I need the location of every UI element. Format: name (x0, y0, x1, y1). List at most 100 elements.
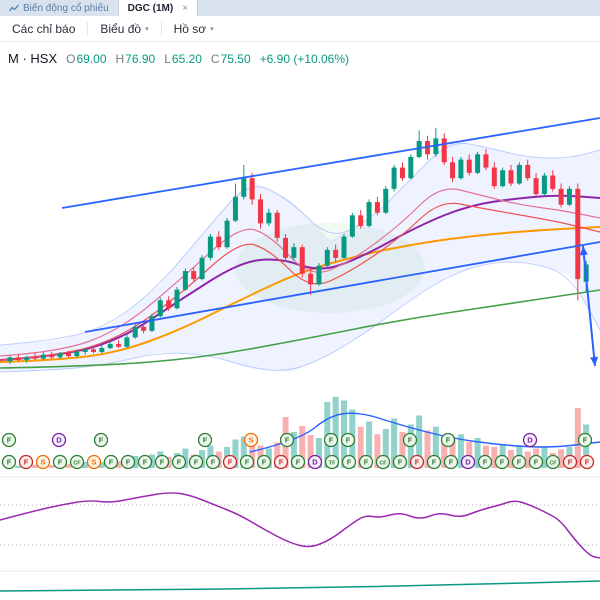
signal-badge-label: F (583, 436, 588, 445)
profile-menu-button[interactable]: Hồ sơ ▾ (162, 16, 226, 41)
volume-bar (357, 426, 364, 468)
signal-badge-label: F (364, 458, 369, 467)
signal-badge-label: S (248, 436, 253, 445)
candle-body (91, 349, 96, 353)
candle-body (299, 247, 305, 274)
candle-body (32, 357, 38, 359)
candle-body (491, 167, 497, 187)
signal-badge-label: F (329, 436, 334, 445)
volume-bar (374, 434, 381, 468)
volume-bar (15, 465, 22, 468)
signal-badge-label: F (228, 458, 233, 467)
spark-icon (9, 4, 19, 11)
volume-bar (474, 438, 481, 468)
volume-bar (307, 435, 314, 468)
signal-badge (440, 432, 456, 448)
candle-body (441, 138, 447, 163)
signal-badge (409, 454, 425, 470)
signal-badge (243, 432, 259, 448)
tab-bar: Biến động cổ phiếu DGC (1M) × (0, 0, 600, 16)
symbol-info-bar: M · HSX O69.00 H76.90 L65.20 C75.50 +6.9… (0, 42, 600, 75)
candle-body (24, 357, 30, 360)
volume-bar (441, 436, 448, 468)
signal-badge (197, 432, 213, 448)
chevron-down-icon: ▾ (145, 25, 149, 33)
candle-body (541, 175, 547, 195)
ma-green-line (0, 289, 600, 369)
chart-canvas[interactable]: F D F F S F F F F F D F F F S F CF S F F F F F F F F F F F F D TF F F CF F F… (0, 75, 600, 600)
candle-body (182, 271, 188, 290)
signal-badge-label: F (203, 436, 208, 445)
signal-badge (188, 454, 204, 470)
signal-badge-label: F (285, 436, 290, 445)
tab-dgc-chart[interactable]: DGC (1M) × (117, 0, 199, 16)
volume-bar (558, 449, 565, 468)
signal-badge-label: F (517, 458, 522, 467)
candle-body (550, 175, 556, 189)
candle-body (232, 196, 238, 221)
ma-orange-line (0, 226, 600, 363)
candle-body (466, 159, 472, 173)
candle-body (483, 154, 489, 168)
candle-body (82, 349, 88, 353)
volume-bar (382, 429, 389, 468)
signal-badge (51, 432, 67, 448)
toolbar-divider (160, 21, 162, 36)
candle-body (216, 236, 222, 248)
signal-badge-label: F (346, 436, 351, 445)
signal-badge-label: F (262, 458, 267, 467)
volume-bar (290, 432, 297, 468)
candle-body (40, 354, 46, 359)
tab-label: DGC (1M) (127, 2, 174, 14)
candle-body (450, 162, 456, 179)
candle-body (124, 337, 130, 347)
signal-badge (528, 454, 544, 470)
signal-badge (358, 454, 374, 470)
volume-bar (65, 464, 72, 468)
signal-badge-label: D (527, 436, 533, 445)
signal-badge-label: F (446, 436, 451, 445)
volume-bar (98, 462, 105, 468)
candle-body (575, 188, 581, 280)
candle-body (65, 353, 71, 357)
candle-body (57, 353, 63, 358)
candle-body (533, 178, 539, 195)
candle-body (383, 188, 389, 213)
volume-bar (232, 439, 239, 468)
signal-badge-label: F (126, 458, 131, 467)
candle-body (283, 237, 289, 258)
candle-body (516, 164, 522, 184)
signal-badge (52, 454, 68, 470)
candle-body (174, 289, 180, 309)
signal-badge-label: F (449, 458, 454, 467)
candle-body (166, 300, 172, 309)
indicators-button[interactable]: Các chỉ báo (0, 16, 87, 41)
candle-body (291, 247, 297, 258)
signal-badge (340, 432, 356, 448)
candle-body (157, 300, 163, 317)
volume-bar (249, 441, 256, 468)
candle-body (525, 164, 531, 179)
signal-badge-label: F (534, 458, 539, 467)
close-tab-icon[interactable]: × (182, 2, 189, 14)
volume-bar (466, 441, 473, 468)
signal-badge (323, 432, 339, 448)
candle-body (349, 215, 355, 237)
signal-badge-label: TF (329, 461, 336, 467)
candle-body (333, 249, 339, 258)
volume-bar (432, 426, 439, 468)
candle-body (141, 326, 147, 331)
signal-badge-label: F (279, 458, 284, 467)
signal-badge (93, 432, 109, 448)
signal-badge-label: F (99, 436, 104, 445)
chart-menu-button[interactable]: Biểu đồ ▾ (88, 16, 160, 41)
change-value: +6.90 (+10.06%) (259, 52, 350, 66)
signal-badge (1, 432, 17, 448)
volume-bar (48, 465, 55, 468)
signal-badge (562, 454, 578, 470)
tab-stock-movements[interactable]: Biến động cổ phiếu (0, 0, 118, 16)
signal-badge (494, 454, 510, 470)
candle-body (341, 236, 347, 258)
candle-body (191, 271, 197, 280)
